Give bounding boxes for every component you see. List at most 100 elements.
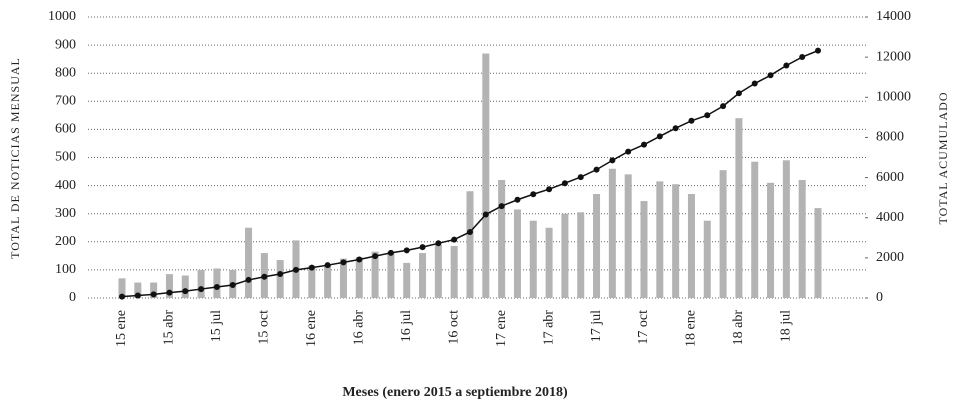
bar: [213, 268, 221, 298]
bar: [577, 212, 585, 298]
y-axis-title: TOTAL DE NOTICIAS MENSUAL: [8, 57, 22, 259]
y-tick-label: 700: [55, 94, 76, 109]
bar: [197, 269, 205, 298]
bar: [656, 181, 664, 298]
bar: [498, 179, 506, 298]
bar: [339, 258, 347, 298]
bar: [751, 161, 759, 298]
line-point: [356, 256, 363, 263]
line-point: [150, 291, 157, 298]
bar: [276, 260, 284, 298]
bar: [798, 179, 806, 298]
y-tick-label: 800: [55, 65, 76, 80]
line-point: [387, 249, 394, 256]
x-tick-label: 17 jul: [589, 310, 604, 342]
bar: [735, 118, 743, 298]
line-point: [245, 276, 252, 283]
bar: [529, 220, 537, 298]
line-point: [577, 174, 584, 181]
x-tick-label: 15 ene: [114, 310, 129, 347]
y2-tick-label: 8000: [876, 130, 904, 145]
line-point: [498, 203, 505, 210]
line-point: [277, 271, 284, 278]
x-tick-label: 15 abr: [162, 310, 177, 346]
bar: [165, 274, 173, 298]
x-tick-label: 18 abr: [731, 310, 746, 346]
y2-axis-title: TOTAL ACUMULADO: [936, 91, 950, 224]
line-point: [293, 266, 299, 273]
bar: [782, 160, 790, 298]
line-point: [119, 293, 125, 300]
line-point: [546, 186, 553, 193]
bar: [482, 53, 490, 298]
bar: [545, 227, 553, 298]
bar: [450, 246, 458, 298]
x-tick-label: 16 ene: [304, 310, 319, 347]
line-point: [688, 117, 695, 124]
x-tick-label: 15 jul: [209, 310, 224, 342]
line-point: [735, 90, 742, 97]
line-point: [514, 196, 521, 203]
line-point: [530, 191, 537, 198]
bar: [767, 182, 775, 298]
bar: [371, 251, 379, 298]
y-tick-label: 500: [55, 150, 76, 165]
bar: [245, 227, 253, 298]
x-tick-label: 17 ene: [494, 310, 509, 347]
y2-tick-label: 12000: [876, 49, 911, 64]
bar: [324, 264, 332, 298]
line-point: [704, 112, 711, 119]
line-point: [751, 80, 758, 87]
bar: [624, 174, 632, 298]
bar: [355, 257, 363, 298]
bar: [513, 209, 521, 298]
line-point: [641, 141, 647, 148]
y2-tick-label: 14000: [876, 9, 911, 24]
line-point: [482, 211, 489, 218]
line-point: [815, 47, 821, 54]
y-tick-label: 100: [55, 262, 76, 277]
bar: [687, 194, 695, 298]
line-point: [451, 236, 458, 243]
y-tick-label: 0: [69, 290, 76, 305]
y-tick-label: 200: [55, 234, 76, 249]
y-tick-label: 1000: [48, 9, 76, 24]
line-point: [609, 157, 616, 164]
y-tick-label: 900: [55, 37, 76, 52]
line-point: [656, 133, 663, 140]
line-point: [134, 292, 141, 299]
bar: [419, 253, 427, 298]
line-point: [198, 286, 205, 293]
bar: [719, 170, 727, 298]
bar: [308, 265, 316, 298]
line-point: [561, 180, 568, 187]
x-tick-label: 17 abr: [541, 310, 556, 346]
bar: [118, 278, 126, 298]
bar: [608, 168, 616, 298]
line-point: [783, 62, 790, 69]
y2-tick-label: 6000: [876, 170, 904, 185]
y2-tick-label: 10000: [876, 90, 911, 105]
y-tick-label: 400: [55, 178, 76, 193]
bar: [403, 262, 411, 298]
y-tick-label: 300: [55, 206, 76, 221]
line-point: [593, 166, 600, 173]
x-tick-label: 18 ene: [684, 310, 699, 347]
bar: [387, 251, 395, 298]
bar: [181, 275, 189, 298]
bar: [561, 213, 569, 298]
line-point: [403, 247, 410, 254]
line-point: [419, 244, 426, 251]
y2-tick-label: 0: [876, 290, 883, 305]
bar: [703, 220, 711, 298]
line-point: [467, 228, 473, 235]
line-point: [799, 54, 806, 61]
bar: [466, 191, 474, 298]
x-tick-label: 15 oct: [257, 310, 272, 345]
x-tick-label: 16 abr: [351, 310, 366, 346]
x-tick-label: 17 oct: [636, 310, 651, 345]
line-point: [308, 264, 315, 271]
y-tick-label: 600: [55, 122, 76, 137]
bar: [593, 194, 601, 298]
